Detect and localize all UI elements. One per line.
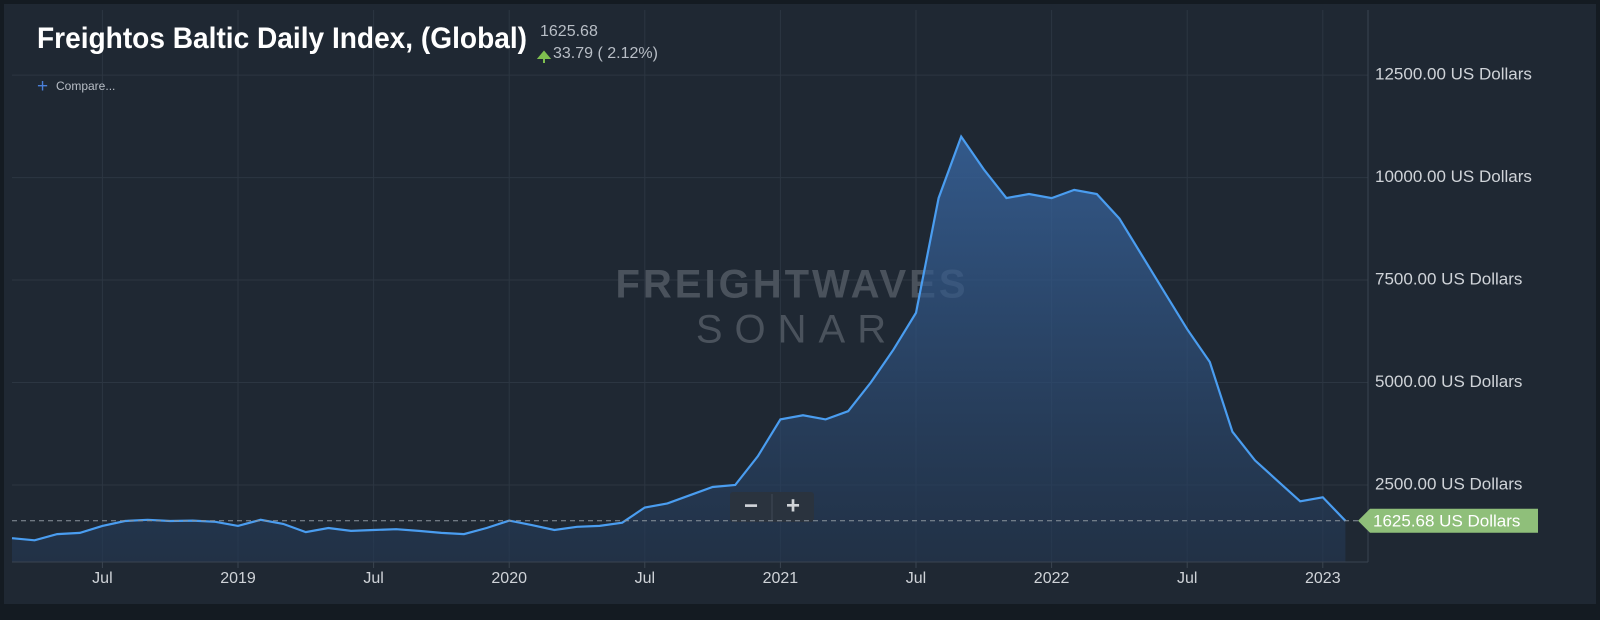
chart-title: Freightos Baltic Daily Index, (Global) [37, 22, 527, 55]
area [12, 136, 1346, 562]
watermark: FREIGHTWAVES [615, 263, 968, 307]
x-tick-label: Jul [635, 570, 655, 587]
up-arrow [536, 50, 552, 63]
x-tick-label: 2019 [220, 570, 256, 587]
y-tick-label: 5000.00 US Dollars [1375, 372, 1522, 391]
y-tick-label: 2500.00 US Dollars [1375, 474, 1522, 493]
x-tick-label: Jul [1177, 570, 1197, 587]
zoom-out[interactable]: − [744, 492, 758, 519]
x-tick-label: 2022 [1034, 570, 1070, 587]
y-tick-label: 7500.00 US Dollars [1375, 270, 1522, 289]
latest-label: 1625.68 US Dollars [1373, 511, 1520, 530]
x-tick-label: 2020 [491, 570, 527, 587]
x-tick-label: 2021 [763, 570, 799, 587]
x-tick-label: Jul [92, 570, 112, 587]
compare-button[interactable]: Compare... [56, 79, 115, 93]
line [11, 134, 1347, 542]
latest-value: 1625.68 [540, 23, 598, 40]
x-tick-label: Jul [363, 570, 383, 587]
change: 33.79 ( 2.12%) [553, 45, 658, 62]
zoom-in[interactable]: + [786, 492, 800, 519]
y-tick-label: 10000.00 US Dollars [1375, 167, 1532, 186]
x-tick-label: 2023 [1305, 570, 1341, 587]
x-tick-label: Jul [906, 570, 926, 587]
watermark: SONAR [696, 308, 898, 352]
compare-icon[interactable]: + [37, 76, 48, 97]
latest-flag [1358, 508, 1538, 533]
y-tick-label: 12500.00 US Dollars [1375, 65, 1532, 84]
